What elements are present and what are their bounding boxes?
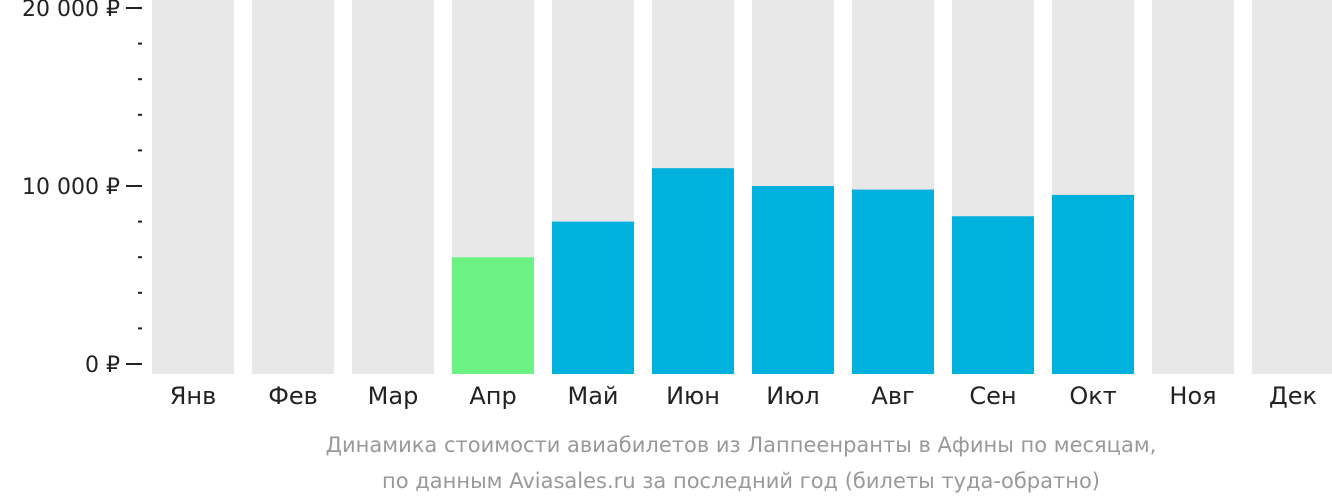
x-tick-label: Ноя (1169, 382, 1216, 410)
y-tick-label: 10 000 ₽ (22, 175, 120, 200)
x-tick-label: Июн (666, 382, 720, 410)
x-tick-label: Дек (1269, 382, 1317, 410)
x-tick-label: Май (567, 382, 618, 410)
x-axis-labels: Янв Фев Мар Апр Май Июн Июл Авг Сен Окт Ноя Дек (170, 382, 1317, 410)
background-column (352, 0, 434, 374)
y-tick-label: 0 ₽ (85, 353, 120, 378)
background-column (152, 0, 234, 374)
background-columns (152, 0, 1332, 374)
bar[interactable] (1052, 194, 1134, 374)
bars (452, 168, 1134, 374)
x-tick-label: Окт (1069, 382, 1116, 410)
y-axis: 0 ₽ 10 000 ₽ 20 000 ₽ (22, 0, 142, 378)
x-tick-label: Сен (969, 382, 1016, 410)
x-tick-label: Мар (368, 382, 419, 410)
bar[interactable] (652, 168, 734, 374)
x-tick-label: Фев (268, 382, 318, 410)
x-tick-label: Апр (469, 382, 516, 410)
bar[interactable] (552, 221, 634, 374)
caption-line-2: по данным Aviasales.ru за последний год … (382, 469, 1100, 493)
y-tick-label: 20 000 ₽ (22, 0, 120, 22)
x-tick-label: Июл (766, 382, 820, 410)
background-column (252, 0, 334, 374)
bar[interactable] (952, 216, 1034, 374)
bar[interactable] (852, 189, 934, 374)
bar[interactable] (752, 186, 834, 374)
bar[interactable] (452, 257, 534, 374)
chart-caption: Динамика стоимости авиабилетов из Лаппее… (326, 433, 1157, 493)
x-tick-label: Авг (871, 382, 914, 410)
x-tick-label: Янв (170, 382, 217, 410)
background-column (1152, 0, 1234, 374)
caption-line-1: Динамика стоимости авиабилетов из Лаппее… (326, 433, 1157, 457)
background-column (1252, 0, 1332, 374)
